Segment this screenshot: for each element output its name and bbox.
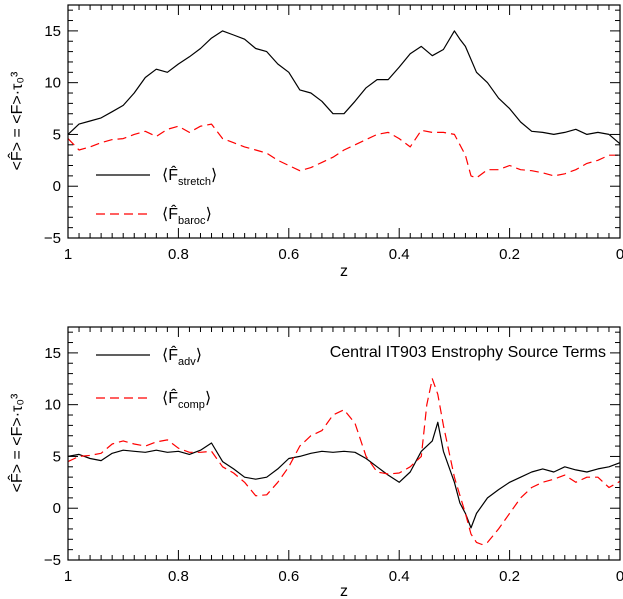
top-legend: ⟨F̂stretch⟩ ⟨F̂baroc⟩ bbox=[96, 164, 217, 227]
top-x-tick-label: 0 bbox=[616, 246, 623, 263]
bottom-y-tick-label: 0 bbox=[53, 500, 61, 517]
legend-stretch-close-bracket: ⟩ bbox=[211, 167, 217, 184]
legend-adv-symbol: F̂ bbox=[168, 344, 178, 364]
bottom-x-axis-label: z bbox=[340, 583, 348, 599]
bottom-x-tick-label: 1 bbox=[64, 568, 72, 585]
legend-stretch-label: ⟨F̂stretch⟩ bbox=[162, 164, 217, 188]
bottom-x-tick-label: 0.6 bbox=[278, 568, 299, 585]
top-series-stretch-line bbox=[67, 30, 621, 145]
legend-comp-symbol: F̂ bbox=[168, 387, 178, 407]
bottom-y-tick-label: −5 bbox=[44, 552, 61, 569]
bottom-y-tick-label: 5 bbox=[53, 448, 61, 465]
legend-comp-close-bracket: ⟩ bbox=[205, 390, 211, 407]
bottom-series-adv-line bbox=[67, 421, 621, 529]
top-plot-frame bbox=[67, 4, 621, 239]
bottom-legend: ⟨F̂adv⟩ ⟨F̂comp⟩ bbox=[96, 344, 211, 411]
bottom-x-tick-label: 0 bbox=[616, 568, 623, 585]
bottom-x-tick-label: 0.2 bbox=[499, 568, 520, 585]
top-x-tick-label: 0.2 bbox=[499, 246, 520, 263]
bottom-ticks-layer: 1 0.8 0.6 0.4 0.2 0 −5 0 5 10 15 bbox=[44, 327, 623, 585]
legend-adv-subscript: adv bbox=[178, 356, 196, 368]
legend-comp-subscript: comp bbox=[178, 399, 205, 411]
legend-stretch-open-bracket: ⟨ bbox=[162, 167, 168, 184]
bottom-x-tick-label: 0.4 bbox=[389, 568, 410, 585]
legend-comp-label: ⟨F̂comp⟩ bbox=[162, 387, 211, 411]
top-y-tick-label: 10 bbox=[44, 75, 61, 92]
bottom-annotation: Central IT903 Enstrophy Source Terms bbox=[330, 344, 606, 361]
bottom-y-tick-label: 10 bbox=[44, 397, 61, 414]
legend-stretch-subscript: stretch bbox=[178, 176, 211, 188]
top-y-tick-label: −5 bbox=[44, 230, 61, 247]
top-y-tick-label: 0 bbox=[53, 178, 61, 195]
legend-adv-close-bracket: ⟩ bbox=[196, 347, 202, 364]
top-ticks-layer: 1 0.8 0.6 0.4 0.2 0 −5 0 5 10 15 bbox=[44, 5, 623, 263]
bottom-y-tick-label: 15 bbox=[44, 345, 61, 362]
top-x-tick-label: 0.8 bbox=[168, 246, 189, 263]
top-x-tick-label: 0.6 bbox=[278, 246, 299, 263]
top-y-tick-label: 5 bbox=[53, 126, 61, 143]
legend-comp-open-bracket: ⟨ bbox=[162, 390, 168, 407]
top-y-axis-label: <F̂> = <F>·τ₀³ bbox=[6, 71, 26, 170]
legend-baroc-open-bracket: ⟨ bbox=[162, 206, 168, 223]
top-y-tick-label: 15 bbox=[44, 23, 61, 40]
legend-adv-open-bracket: ⟨ bbox=[162, 347, 168, 364]
top-series-baroc-line bbox=[67, 123, 620, 179]
bottom-y-axis-label: <F̂> = <F>·τ₀³ bbox=[6, 393, 26, 492]
legend-adv-label: ⟨F̂adv⟩ bbox=[162, 344, 202, 368]
top-x-axis-label: z bbox=[340, 263, 348, 280]
top-x-tick-label: 1 bbox=[64, 246, 72, 263]
legend-baroc-subscript: baroc bbox=[178, 215, 206, 227]
bottom-x-tick-label: 0.8 bbox=[168, 568, 189, 585]
legend-baroc-label: ⟨F̂baroc⟩ bbox=[162, 203, 212, 227]
top-series-layer bbox=[67, 30, 621, 179]
legend-baroc-symbol: F̂ bbox=[168, 203, 178, 223]
legend-baroc-close-bracket: ⟩ bbox=[206, 206, 212, 223]
bottom-series-layer bbox=[67, 378, 621, 546]
legend-stretch-symbol: F̂ bbox=[168, 164, 178, 184]
top-x-tick-label: 0.4 bbox=[389, 246, 410, 263]
bottom-series-comp-line bbox=[67, 378, 621, 546]
